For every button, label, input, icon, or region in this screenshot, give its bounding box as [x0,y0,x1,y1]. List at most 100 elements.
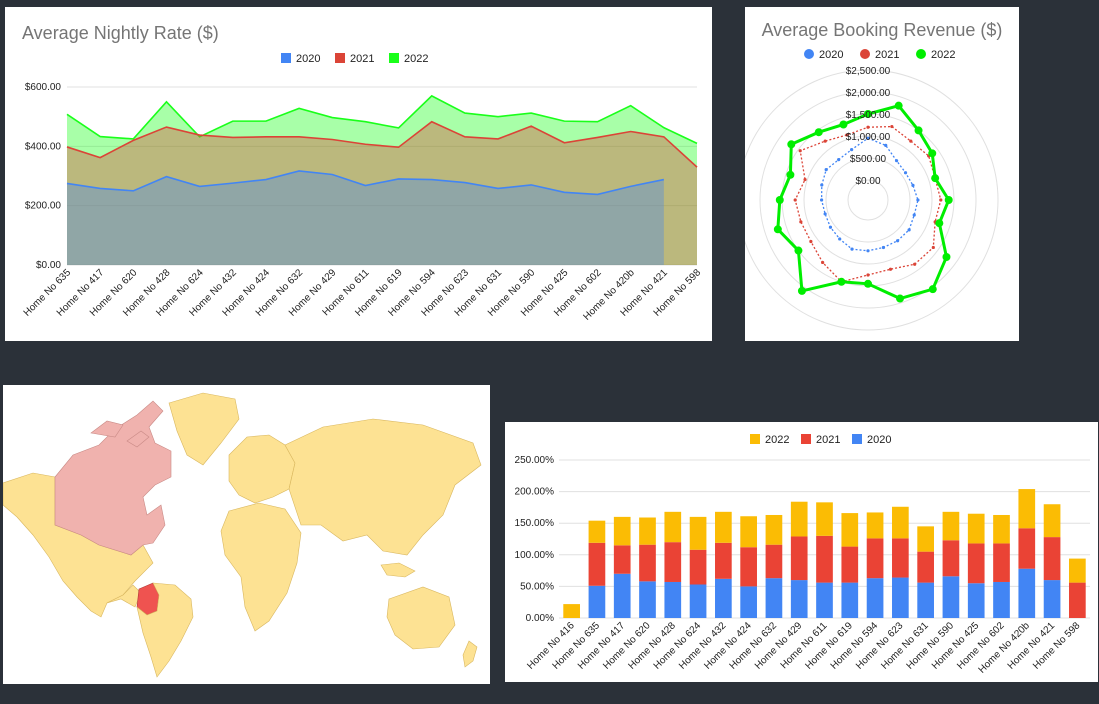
bar-segment-2021[interactable] [917,551,934,583]
radar-point-2020[interactable] [911,183,915,187]
bar-segment-2020[interactable] [942,576,960,618]
bar-segment-2022[interactable] [1043,504,1061,538]
bar-segment-2021[interactable] [892,538,909,578]
radar-point-2020[interactable] [820,198,824,202]
bar-segment-2022[interactable] [993,514,1010,544]
bar-segment-2022[interactable] [917,526,934,552]
bar-segment-2020[interactable] [765,578,783,618]
radar-point-2022[interactable] [837,277,846,286]
bar-segment-2022[interactable] [563,604,580,618]
bar-segment-2022[interactable] [892,506,909,539]
legend-label-2022[interactable]: 2022 [765,434,789,446]
radar-point-2021[interactable] [793,198,797,202]
bar-segment-2020[interactable] [613,573,631,618]
radar-point-2020[interactable] [866,249,870,253]
area-line-2021[interactable] [66,120,698,168]
radar-point-2021[interactable] [803,177,807,182]
radar-point-2020[interactable] [850,247,854,251]
radar-point-2020[interactable] [828,225,833,229]
map-region-asia[interactable] [284,418,482,556]
bar-segment-2021[interactable] [689,549,707,585]
bar-segment-2020[interactable] [790,580,808,618]
legend-label-2022[interactable]: 2022 [404,53,428,65]
bar-segment-2020[interactable] [892,577,909,618]
bar-segment-2020[interactable] [740,586,757,618]
bar-segment-2021[interactable] [993,543,1010,582]
radar-point-2022[interactable] [786,170,795,179]
bar-segment-2022[interactable] [967,513,985,544]
bar-segment-2022[interactable] [664,511,682,543]
bar-segment-2020[interactable] [664,581,682,618]
bar-segment-2021[interactable] [664,542,682,582]
bar-segment-2022[interactable] [1069,558,1086,583]
bar-segment-2022[interactable] [866,512,884,539]
bar-segment-2021[interactable] [942,540,960,577]
radar-point-2020[interactable] [837,158,841,162]
radar-point-2021[interactable] [866,273,870,277]
legend-swatch-2022[interactable] [389,53,399,63]
bar-segment-2020[interactable] [816,582,833,618]
legend-label-2021[interactable]: 2021 [875,49,899,61]
radar-point-2022[interactable] [839,120,848,129]
radar-point-2020[interactable] [903,171,908,175]
bar-segment-2022[interactable] [765,514,783,545]
area-line-2020[interactable] [66,170,665,196]
legend-label-2022[interactable]: 2022 [931,49,955,61]
bar-segment-2021[interactable] [1018,528,1036,569]
radar-point-2022[interactable] [775,196,784,204]
bar-segment-2021[interactable] [816,535,833,583]
radar-point-2022[interactable] [773,225,782,234]
map-region-africa[interactable] [220,502,302,632]
area-line-2022[interactable] [66,94,698,145]
bar-segment-2021[interactable] [765,544,783,579]
legend-swatch-2021[interactable] [860,49,870,59]
bar-segment-2022[interactable] [613,516,631,546]
bar-segment-2021[interactable] [613,545,631,574]
radar-point-2022[interactable] [787,140,796,149]
radar-point-2020[interactable] [894,159,899,163]
radar-point-2021[interactable] [823,139,827,143]
radar-point-2022[interactable] [864,279,872,288]
radar-point-2020[interactable] [866,136,870,140]
bar-segment-2020[interactable] [588,585,606,618]
legend-label-2021[interactable]: 2021 [350,53,374,65]
bar-segment-2021[interactable] [588,542,606,586]
bar-segment-2022[interactable] [715,511,732,543]
radar-point-2022[interactable] [928,149,937,158]
bar-segment-2020[interactable] [1018,568,1036,618]
radar-point-2022[interactable] [928,285,937,294]
legend-label-2021[interactable]: 2021 [816,434,840,446]
radar-point-2020[interactable] [912,213,916,217]
bar-segment-2022[interactable] [841,513,859,547]
radar-point-2021[interactable] [890,124,894,129]
radar-point-2021[interactable] [821,260,825,265]
radar-point-2021[interactable] [909,139,913,143]
bar-segment-2020[interactable] [715,578,732,618]
bar-segment-2021[interactable] [841,546,859,583]
radar-point-2022[interactable] [931,174,940,183]
radar-point-2020[interactable] [824,168,828,172]
bar-segment-2021[interactable] [639,544,656,582]
radar-point-2022[interactable] [914,126,923,135]
radar-point-2022[interactable] [944,196,953,204]
bar-segment-2021[interactable] [866,538,884,579]
bar-segment-2021[interactable] [967,543,985,584]
legend-swatch-2020[interactable] [281,53,291,63]
bar-segment-2020[interactable] [967,583,985,618]
bar-segment-2022[interactable] [639,517,656,545]
radar-point-2022[interactable] [935,219,944,228]
radar-point-2021[interactable] [809,239,813,244]
bar-segment-2020[interactable] [866,578,884,618]
bar-segment-2022[interactable] [1018,489,1036,529]
map-region-australia[interactable] [386,586,456,650]
bar-segment-2021[interactable] [790,536,808,581]
radar-point-2022[interactable] [894,101,903,110]
legend-label-2020[interactable]: 2020 [867,434,891,446]
radar-point-2020[interactable] [884,143,888,148]
legend-swatch-2022[interactable] [750,434,760,444]
radar-point-2020[interactable] [850,147,854,152]
bar-segment-2022[interactable] [942,511,960,541]
legend-swatch-2022[interactable] [916,49,926,59]
radar-point-2020[interactable] [896,239,900,243]
radar-point-2020[interactable] [838,237,842,241]
